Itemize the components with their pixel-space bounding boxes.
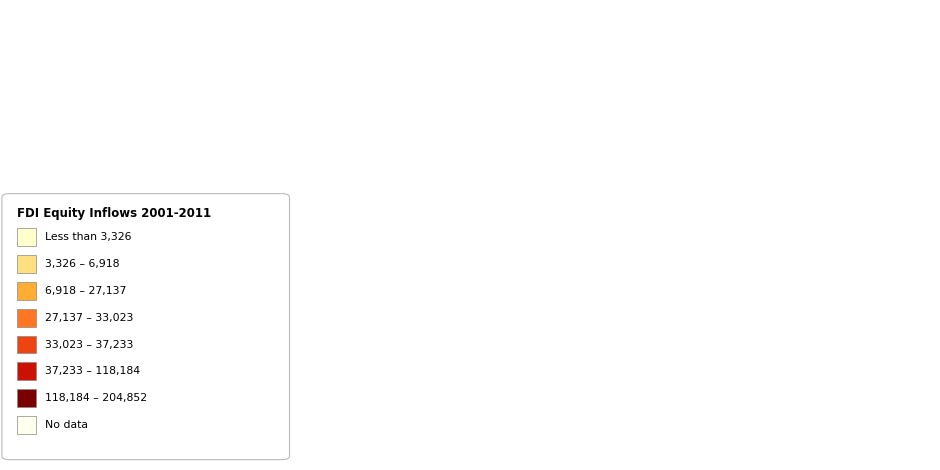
Text: 3,326 – 6,918: 3,326 – 6,918 (45, 259, 119, 269)
Bar (17, 416, 36, 434)
Text: 118,184 – 204,852: 118,184 – 204,852 (45, 393, 148, 403)
Text: No data: No data (45, 420, 88, 430)
Text: 6,918 – 27,137: 6,918 – 27,137 (45, 286, 127, 296)
Bar (17, 309, 36, 327)
Text: Less than 3,326: Less than 3,326 (45, 232, 132, 243)
Bar (17, 389, 36, 407)
Bar (17, 228, 36, 246)
Text: 33,023 – 37,233: 33,023 – 37,233 (45, 339, 133, 350)
Text: FDI Equity Inflows 2001-2011: FDI Equity Inflows 2001-2011 (17, 207, 212, 220)
Text: 37,233 – 118,184: 37,233 – 118,184 (45, 366, 140, 376)
Bar (17, 362, 36, 380)
Text: 27,137 – 33,023: 27,137 – 33,023 (45, 313, 133, 323)
FancyBboxPatch shape (2, 194, 290, 460)
Bar (17, 255, 36, 273)
Bar (17, 336, 36, 353)
Bar (17, 282, 36, 300)
